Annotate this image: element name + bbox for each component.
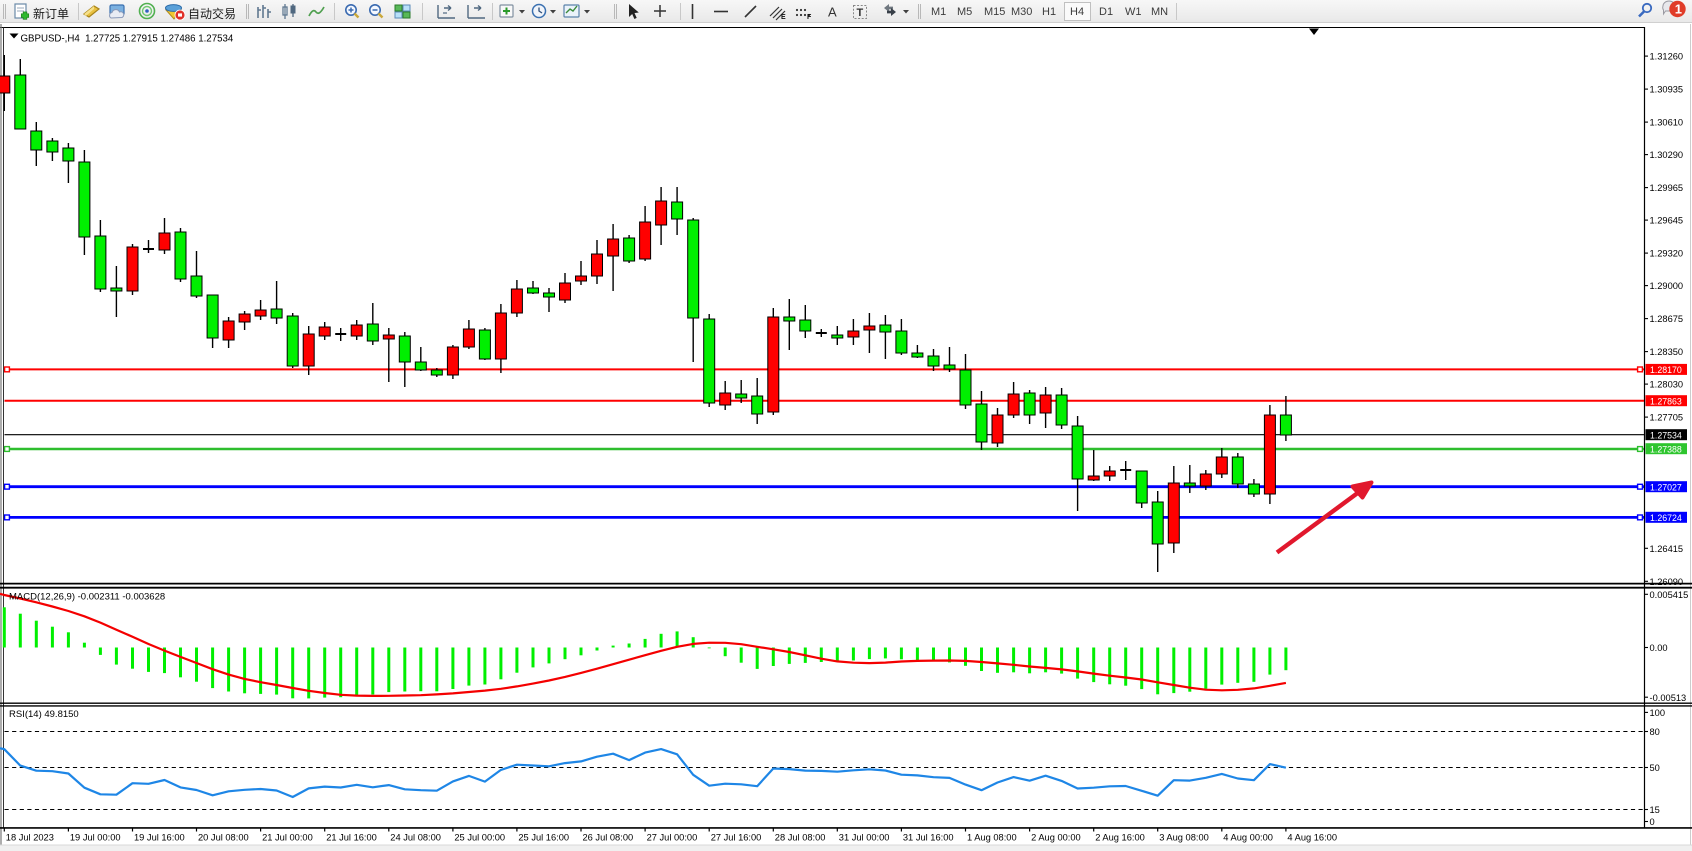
svg-text:1.29645: 1.29645	[1650, 216, 1684, 226]
svg-text:1.26415: 1.26415	[1650, 544, 1684, 554]
svg-text:24 Jul 08:00: 24 Jul 08:00	[390, 833, 441, 843]
svg-text:21 Jul 16:00: 21 Jul 16:00	[326, 833, 377, 843]
svg-text:21 Jul 00:00: 21 Jul 00:00	[262, 833, 313, 843]
svg-text:0: 0	[1650, 817, 1655, 827]
svg-text:25 Jul 16:00: 25 Jul 16:00	[518, 833, 569, 843]
svg-text:-0.00513: -0.00513	[1650, 693, 1687, 703]
svg-text:1.30290: 1.30290	[1650, 150, 1684, 160]
svg-text:0.005415: 0.005415	[1650, 590, 1689, 600]
svg-text:1.27534: 1.27534	[1650, 430, 1682, 440]
svg-text:2 Aug 16:00: 2 Aug 16:00	[1095, 833, 1145, 843]
svg-text:T: T	[857, 7, 864, 19]
svg-text:1.30935: 1.30935	[1650, 85, 1684, 95]
svg-text:18 Jul 2023: 18 Jul 2023	[6, 833, 54, 843]
svg-text:1.27863: 1.27863	[1650, 396, 1682, 406]
svg-text:80: 80	[1650, 727, 1660, 737]
svg-text:27 Jul 16:00: 27 Jul 16:00	[711, 833, 762, 843]
svg-text:1.28675: 1.28675	[1650, 314, 1684, 324]
svg-text:1: 1	[1675, 2, 1682, 17]
svg-text:1.27388: 1.27388	[1650, 444, 1682, 454]
svg-text:19 Jul 00:00: 19 Jul 00:00	[70, 833, 121, 843]
svg-text:A: A	[828, 5, 837, 20]
svg-text:1.27705: 1.27705	[1650, 413, 1684, 423]
svg-text:1.26090: 1.26090	[1650, 577, 1684, 587]
svg-text:4 Aug 16:00: 4 Aug 16:00	[1287, 833, 1337, 843]
svg-text:26 Jul 08:00: 26 Jul 08:00	[583, 833, 634, 843]
svg-text:RSI(14) 49.8150: RSI(14) 49.8150	[9, 709, 79, 720]
svg-text:MACD(12,26,9) -0.002311 -0.003: MACD(12,26,9) -0.002311 -0.003628	[9, 592, 165, 603]
svg-text:1.26724: 1.26724	[1650, 513, 1682, 523]
svg-text:1.28170: 1.28170	[1650, 365, 1682, 375]
svg-text:1 Aug 08:00: 1 Aug 08:00	[967, 833, 1017, 843]
svg-text:F: F	[807, 14, 812, 21]
svg-text:1.28350: 1.28350	[1650, 347, 1684, 357]
svg-text:31 Jul 00:00: 31 Jul 00:00	[839, 833, 890, 843]
svg-text:20 Jul 08:00: 20 Jul 08:00	[198, 833, 249, 843]
svg-text:3 Aug 08:00: 3 Aug 08:00	[1159, 833, 1209, 843]
svg-text:0.00: 0.00	[1650, 643, 1668, 653]
svg-text:25 Jul 00:00: 25 Jul 00:00	[454, 833, 505, 843]
svg-text:E: E	[781, 14, 786, 21]
svg-text:1.27027: 1.27027	[1650, 482, 1682, 492]
svg-text:GBPUSD-,H4 1.27725 1.27915 1.: GBPUSD-,H4 1.27725 1.27915 1.27486 1.275…	[21, 34, 234, 45]
svg-text:15: 15	[1650, 805, 1660, 815]
svg-text:28 Jul 08:00: 28 Jul 08:00	[775, 833, 826, 843]
svg-text:31 Jul 16:00: 31 Jul 16:00	[903, 833, 954, 843]
svg-text:100: 100	[1650, 708, 1666, 718]
svg-text:4 Aug 00:00: 4 Aug 00:00	[1223, 833, 1273, 843]
svg-text:1.29965: 1.29965	[1650, 183, 1684, 193]
svg-text:1.28030: 1.28030	[1650, 380, 1684, 390]
svg-text:1.30610: 1.30610	[1650, 118, 1684, 128]
svg-text:50: 50	[1650, 763, 1660, 773]
svg-text:1.29320: 1.29320	[1650, 249, 1684, 259]
svg-text:19 Jul 16:00: 19 Jul 16:00	[134, 833, 185, 843]
svg-text:2 Aug 00:00: 2 Aug 00:00	[1031, 833, 1081, 843]
svg-text:27 Jul 00:00: 27 Jul 00:00	[647, 833, 698, 843]
svg-text:1.29000: 1.29000	[1650, 281, 1684, 291]
svg-text:1.31260: 1.31260	[1650, 52, 1684, 62]
